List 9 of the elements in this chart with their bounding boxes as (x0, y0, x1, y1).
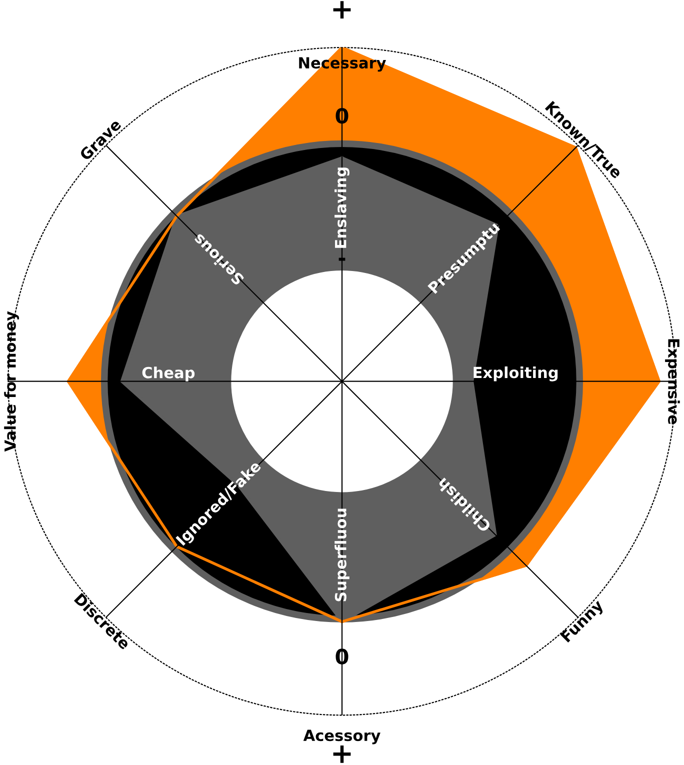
text: Superfluou (334, 508, 350, 602)
text: Exploiting (474, 366, 558, 382)
text: Cheap (142, 366, 195, 382)
text: + (333, 1, 351, 19)
text: + (333, 745, 351, 763)
text: Enslaving (334, 168, 350, 248)
spoke-label: Value for money (4, 311, 19, 452)
spoke-label: Acessory (303, 730, 380, 744)
spoke-label: Expensive (665, 339, 680, 424)
